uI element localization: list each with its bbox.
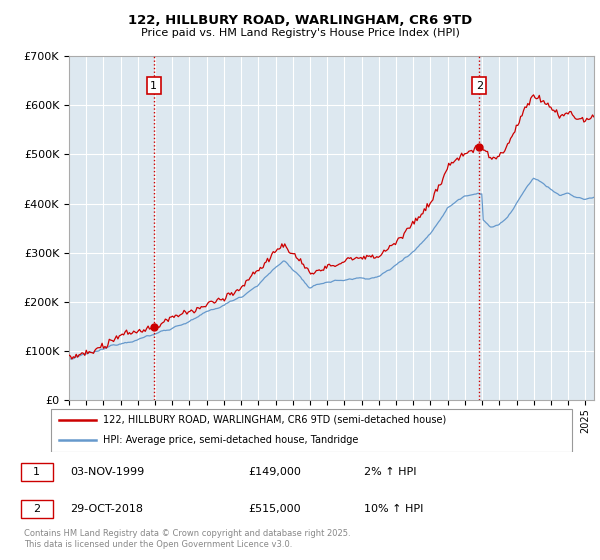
Text: 2% ↑ HPI: 2% ↑ HPI xyxy=(364,467,416,477)
Text: £149,000: £149,000 xyxy=(248,467,301,477)
Text: 122, HILLBURY ROAD, WARLINGHAM, CR6 9TD: 122, HILLBURY ROAD, WARLINGHAM, CR6 9TD xyxy=(128,14,472,27)
FancyBboxPatch shape xyxy=(50,409,572,451)
Text: 10% ↑ HPI: 10% ↑ HPI xyxy=(364,504,423,514)
Text: 03-NOV-1999: 03-NOV-1999 xyxy=(70,467,144,477)
Text: 1: 1 xyxy=(33,467,40,477)
Text: Price paid vs. HM Land Registry's House Price Index (HPI): Price paid vs. HM Land Registry's House … xyxy=(140,28,460,38)
Text: 2: 2 xyxy=(33,504,40,514)
Text: 29-OCT-2018: 29-OCT-2018 xyxy=(70,504,143,514)
Text: 2: 2 xyxy=(476,81,483,91)
FancyBboxPatch shape xyxy=(21,500,53,519)
Text: HPI: Average price, semi-detached house, Tandridge: HPI: Average price, semi-detached house,… xyxy=(103,435,359,445)
Text: £515,000: £515,000 xyxy=(248,504,301,514)
Text: 122, HILLBURY ROAD, WARLINGHAM, CR6 9TD (semi-detached house): 122, HILLBURY ROAD, WARLINGHAM, CR6 9TD … xyxy=(103,415,446,425)
FancyBboxPatch shape xyxy=(21,463,53,481)
Text: 1: 1 xyxy=(150,81,157,91)
Text: Contains HM Land Registry data © Crown copyright and database right 2025.
This d: Contains HM Land Registry data © Crown c… xyxy=(24,529,350,549)
